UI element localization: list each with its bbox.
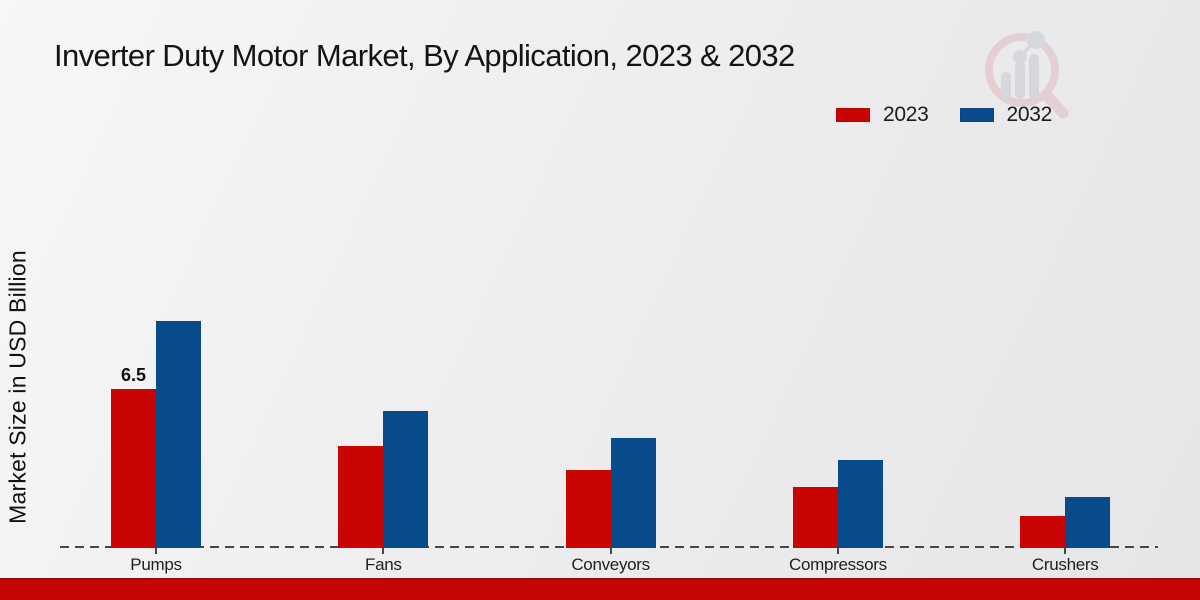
bar-2023-conveyors: [565, 469, 611, 548]
category-label-crushers: Crushers: [1031, 555, 1099, 574]
bar-2032-fans: [383, 410, 429, 548]
axis-tick: [609, 548, 612, 554]
legend-item-2032: 2032: [959, 103, 1053, 127]
category-label-pumps: Pumps: [130, 555, 182, 574]
category-label-fans: Fans: [365, 555, 402, 574]
legend-swatch-2032-icon: [959, 108, 994, 122]
bar-2032-conveyors: [610, 437, 656, 548]
bar-2032-crushers: [1065, 496, 1111, 548]
legend-label-2023: 2023: [883, 103, 929, 126]
legend-swatch-2023-icon: [836, 108, 870, 122]
bar-2032-pumps: [156, 320, 201, 548]
bar-value-label: 6.5: [120, 364, 147, 385]
bar-2023-crushers: [1020, 515, 1066, 548]
category-label-conveyors: Conveyors: [571, 555, 650, 574]
bottom-red-strip: [0, 578, 1200, 600]
axis-tick: [155, 548, 157, 554]
category-label-compressors: Compressors: [789, 555, 887, 574]
bar-2023-compressors: [792, 486, 838, 548]
axis-tick: [382, 548, 385, 554]
axis-tick: [1064, 548, 1067, 554]
axis-tick: [836, 548, 839, 554]
bar-2023-fans: [338, 445, 384, 548]
legend-label-2032: 2032: [1006, 103, 1053, 126]
legend-item-2023: 2023: [836, 103, 929, 127]
bar-chart-magnifier-logo-icon: [985, 31, 1069, 119]
chart-title: Inverter Duty Motor Market, By Applicati…: [54, 38, 795, 73]
bar-2023-pumps: [111, 388, 156, 548]
bar-2032-compressors: [837, 459, 883, 548]
legend: 2023 2032: [836, 103, 1052, 127]
